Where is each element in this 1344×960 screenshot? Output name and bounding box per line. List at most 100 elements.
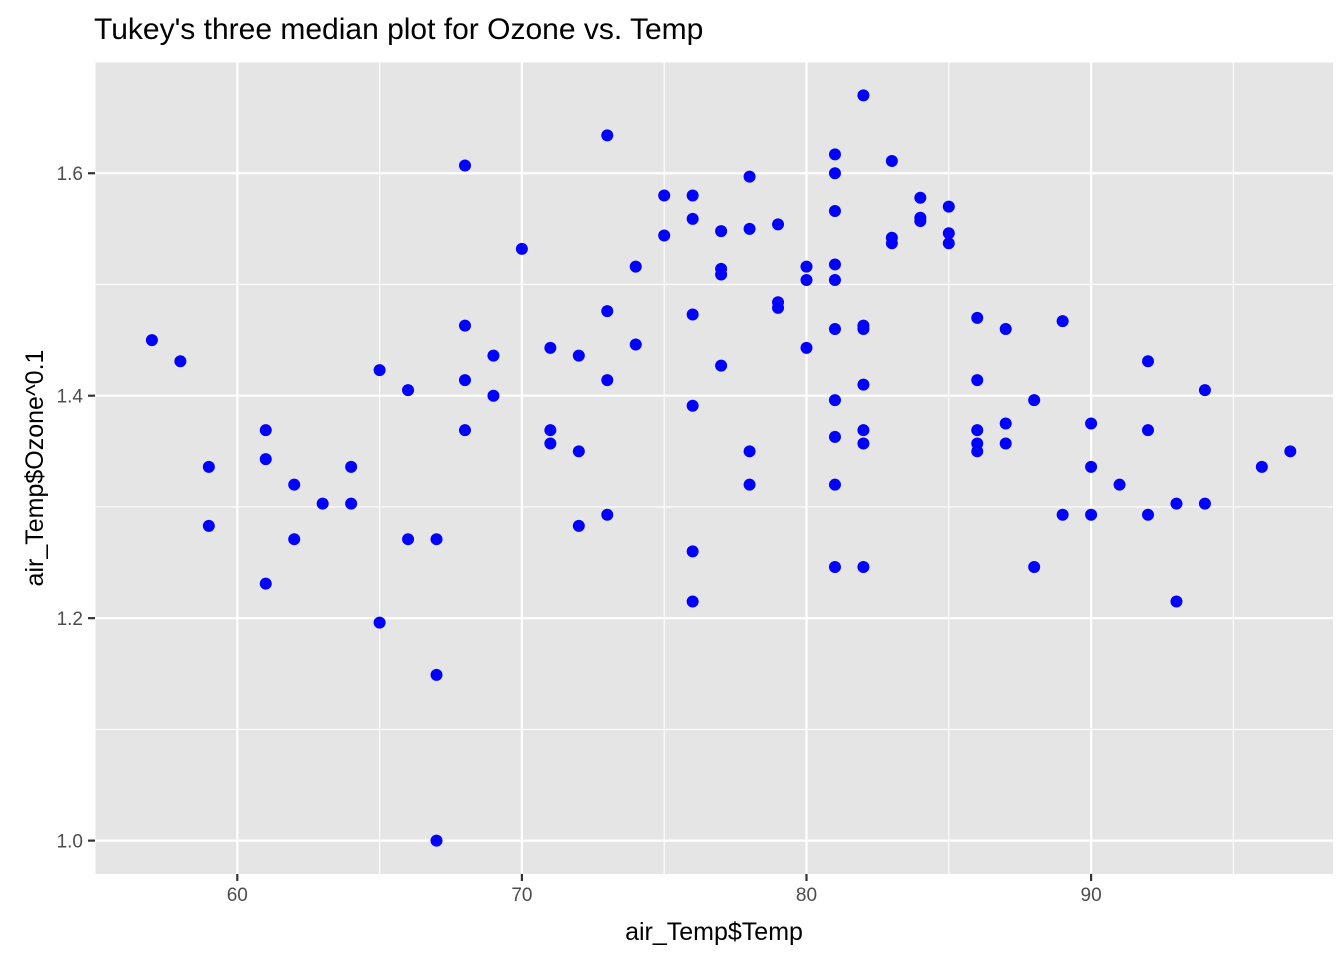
data-point	[1170, 595, 1183, 608]
data-point	[1170, 497, 1183, 510]
data-point	[1085, 417, 1098, 430]
data-point	[942, 237, 955, 250]
data-point	[572, 519, 585, 532]
data-point	[430, 668, 443, 681]
data-point	[202, 519, 215, 532]
x-axis: 60 70 80 90	[227, 874, 1102, 906]
data-point	[487, 389, 500, 402]
data-point	[1142, 355, 1155, 368]
data-point	[971, 445, 984, 458]
data-point	[288, 478, 301, 491]
plot-panel	[95, 62, 1333, 874]
data-point	[686, 545, 699, 558]
data-point	[828, 394, 841, 407]
data-point	[629, 338, 642, 351]
data-points	[145, 89, 1297, 847]
data-point	[686, 308, 699, 321]
data-point	[715, 225, 728, 238]
data-point	[857, 89, 870, 102]
data-point	[971, 374, 984, 387]
data-point	[601, 508, 614, 521]
data-point	[828, 478, 841, 491]
data-point	[1198, 384, 1211, 397]
data-point	[828, 322, 841, 335]
data-point	[885, 237, 898, 250]
data-point	[828, 274, 841, 287]
data-point	[686, 189, 699, 202]
data-point	[458, 374, 471, 387]
data-point	[828, 148, 841, 161]
data-point	[686, 399, 699, 412]
data-point	[743, 445, 756, 458]
data-point	[345, 460, 358, 473]
data-point	[828, 205, 841, 218]
data-point	[971, 311, 984, 324]
data-point	[1056, 315, 1069, 328]
data-point	[828, 258, 841, 271]
data-point	[259, 424, 272, 437]
data-point	[1028, 560, 1041, 573]
data-point	[857, 322, 870, 335]
data-point	[1056, 508, 1069, 521]
data-point	[971, 424, 984, 437]
data-point	[743, 222, 756, 235]
data-point	[458, 159, 471, 172]
data-point	[1113, 478, 1126, 491]
data-point	[402, 384, 415, 397]
data-point	[1284, 445, 1297, 458]
data-point	[942, 200, 955, 213]
data-point	[1028, 394, 1041, 407]
data-point	[686, 212, 699, 225]
data-point	[402, 533, 415, 546]
data-point	[658, 189, 671, 202]
data-point	[999, 417, 1012, 430]
data-point	[1198, 497, 1211, 510]
chart-title: Tukey's three median plot for Ozone vs. …	[94, 13, 703, 46]
x-tick-label: 70	[511, 885, 532, 906]
data-point	[373, 616, 386, 629]
data-point	[601, 374, 614, 387]
data-point	[828, 560, 841, 573]
data-point	[487, 349, 500, 362]
x-tick-label: 80	[796, 885, 817, 906]
data-point	[914, 215, 927, 228]
data-point	[1142, 508, 1155, 521]
data-point	[885, 154, 898, 167]
y-tick-label: 1.2	[57, 609, 83, 630]
x-tick-label: 90	[1081, 885, 1102, 906]
y-axis: 1.0 1.2 1.4 1.6	[57, 164, 95, 853]
data-point	[743, 170, 756, 183]
data-point	[259, 577, 272, 590]
data-point	[914, 191, 927, 204]
y-axis-title: air_Temp$Ozone^0.1	[21, 350, 49, 587]
data-point	[259, 453, 272, 466]
data-point	[458, 424, 471, 437]
data-point	[572, 349, 585, 362]
data-point	[515, 242, 528, 255]
data-point	[686, 595, 699, 608]
y-tick-label: 1.0	[57, 832, 83, 853]
data-point	[800, 341, 813, 354]
data-point	[601, 305, 614, 318]
data-point	[828, 430, 841, 443]
data-point	[174, 355, 187, 368]
data-point	[572, 445, 585, 458]
data-point	[345, 497, 358, 510]
data-point	[857, 424, 870, 437]
data-point	[857, 378, 870, 391]
data-point	[828, 167, 841, 180]
data-point	[1085, 508, 1098, 521]
data-point	[800, 274, 813, 287]
data-point	[1142, 424, 1155, 437]
x-axis-title: air_Temp$Temp	[625, 918, 803, 946]
data-point	[942, 227, 955, 240]
data-point	[544, 341, 557, 354]
data-point	[857, 560, 870, 573]
data-point	[458, 319, 471, 332]
data-point	[1255, 460, 1268, 473]
data-point	[772, 301, 785, 314]
data-point	[658, 229, 671, 242]
data-point	[629, 260, 642, 273]
data-point	[145, 334, 158, 347]
data-point	[601, 129, 614, 142]
